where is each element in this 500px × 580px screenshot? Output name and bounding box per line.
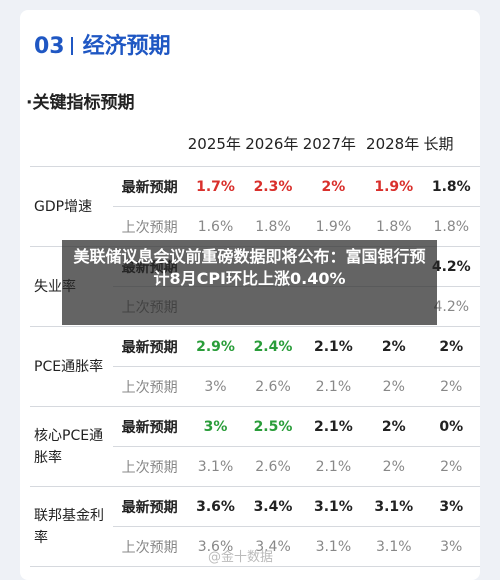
row: 上次预期 3% 2.6% 2.1% 2% 2% [30, 366, 480, 407]
corner [112, 122, 187, 167]
header-row: 2025年 2026年 2027年 2028年 长期 [30, 122, 480, 167]
cell: 2.1% [301, 366, 366, 407]
cell: 1.9% [365, 166, 423, 207]
row: GDP增速 最新预期 1.7% 2.3% 2% 1.9% 1.8% [30, 166, 480, 247]
cell: 2.6% [244, 366, 302, 407]
cell: 0% [422, 406, 480, 447]
row-label: 最新预期 [112, 486, 187, 527]
column-header: 2025年 [186, 122, 245, 167]
corner [30, 122, 113, 167]
cell: 3.1% [365, 486, 423, 527]
group-label: 联邦基金利率 [30, 486, 113, 567]
subtitle: ·关键指标预期 [26, 93, 135, 113]
row: 上次预期 3.1% 2.6% 2.1% 2% 2% [30, 446, 480, 487]
cell: 2% [365, 366, 423, 407]
column-header: 2028年 [365, 122, 423, 167]
group-label: GDP增速 [30, 166, 113, 247]
row: 核心PCE通胀率 最新预期 3% 2.5% 2.1% 2% 0% [30, 406, 480, 487]
group-label: PCE通胀率 [30, 326, 113, 407]
cell: 2% [365, 406, 423, 447]
forecast-table: 2025年 2026年 2027年 2028年 长期 GDP增速 最新预期 1.7% 2.3% 2… [30, 122, 480, 567]
cell: 2.9% [186, 326, 245, 367]
column-header: 2027年 [301, 122, 366, 167]
cell: 2% [422, 446, 480, 487]
row: 联邦基金利率 最新预期 3.6% 3.4% 3.1% 3.1% 3% [30, 486, 480, 567]
cell: 2.5% [244, 406, 302, 447]
page: 03 经济预期 ·关键指标预期 2025年 2026年 2027年 2028年 长期 GDP… [20, 10, 480, 580]
cell: 3% [422, 486, 480, 527]
cell: 3.1% [365, 526, 423, 567]
group-label: 核心PCE通胀率 [30, 406, 113, 487]
cell: 3.1% [301, 486, 366, 527]
row: PCE通胀率 最新预期 2.9% 2.4% 2.1% 2% 2% [30, 326, 480, 407]
row-label: 上次预期 [112, 526, 187, 567]
cell: 2.4% [244, 326, 302, 367]
cell: 3.4% [244, 486, 302, 527]
cell: 2.1% [301, 406, 366, 447]
section-number: 03 [34, 34, 65, 59]
row-label: 最新预期 [112, 166, 187, 207]
column-header: 长期 [422, 122, 480, 167]
cell: 2% [365, 326, 423, 367]
cell: 1.8% [422, 166, 480, 207]
cell: 1.7% [186, 166, 245, 207]
cell: 3% [422, 526, 480, 567]
header: 03 经济预期 [34, 28, 171, 60]
cell: 3% [186, 406, 245, 447]
watermark: @金十数据 [208, 550, 274, 565]
cell: 3.4% [244, 526, 302, 567]
cell: 2.1% [301, 446, 366, 487]
cell: 2.1% [301, 326, 366, 367]
row-label: 最新预期 [112, 326, 187, 367]
row-label: 上次预期 [112, 446, 187, 487]
row-label: 最新预期 [112, 406, 187, 447]
cell: 2% [301, 166, 366, 207]
cell: 2.6% [244, 446, 302, 487]
cell: 2% [422, 366, 480, 407]
cell: 3.6% [186, 526, 245, 567]
cell: 3% [186, 366, 245, 407]
row-label: 上次预期 [112, 366, 187, 407]
row: 上次预期 3.6% 3.4% 3.1% 3.1% 3% [30, 526, 480, 567]
cell: 2.3% [244, 166, 302, 207]
cell: 2% [422, 326, 480, 367]
news-overlay: 美联储议息会议前重磅数据即将公布：富国银行预计8月CPI环比上涨0.40% [62, 240, 437, 325]
divider [70, 37, 73, 55]
section-title: 经济预期 [82, 34, 171, 59]
cell: 3.6% [186, 486, 245, 527]
cell: 2% [365, 446, 423, 487]
cell: 3.1% [186, 446, 245, 487]
column-header: 2026年 [244, 122, 302, 167]
cell: 3.1% [301, 526, 366, 567]
